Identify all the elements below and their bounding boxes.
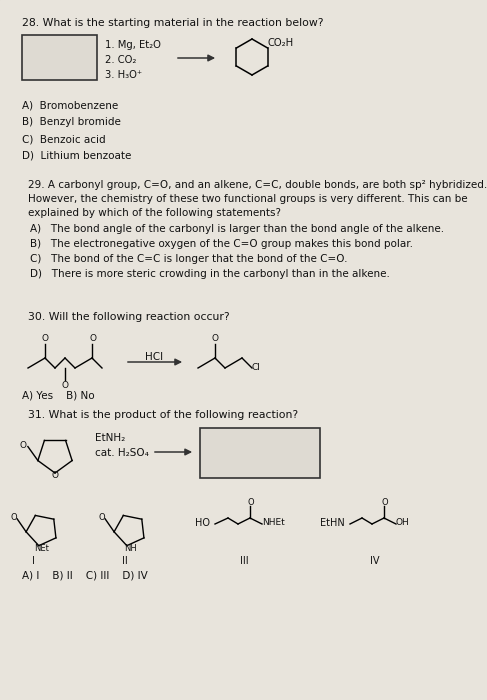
Text: O: O <box>247 498 254 507</box>
Bar <box>200 428 320 478</box>
Text: HCl: HCl <box>145 352 163 362</box>
Text: D)   There is more steric crowding in the carbonyl than in the alkene.: D) There is more steric crowding in the … <box>30 269 390 279</box>
Text: 2. CO₂: 2. CO₂ <box>105 55 136 65</box>
Text: HO: HO <box>195 518 210 528</box>
Text: EtHN: EtHN <box>320 518 345 528</box>
Text: D)  Lithium benzoate: D) Lithium benzoate <box>22 151 131 161</box>
Text: O: O <box>89 334 96 343</box>
Text: IV: IV <box>370 556 379 566</box>
Text: O: O <box>51 471 58 480</box>
Text: A) I    B) II    C) III    D) IV: A) I B) II C) III D) IV <box>22 570 148 580</box>
Text: O: O <box>98 513 105 522</box>
Text: A)   The bond angle of the carbonyl is larger than the bond angle of the alkene.: A) The bond angle of the carbonyl is lar… <box>30 224 444 234</box>
Text: II: II <box>122 556 128 566</box>
Text: O: O <box>20 440 27 449</box>
Text: EtNH₂: EtNH₂ <box>95 433 125 443</box>
Text: O: O <box>381 498 388 507</box>
Text: O: O <box>62 381 69 390</box>
Text: NHEt: NHEt <box>262 518 285 527</box>
Text: I: I <box>32 556 35 566</box>
Text: 29. A carbonyl group, C=O, and an alkene, C=C, double bonds, are both sp² hybrid: 29. A carbonyl group, C=O, and an alkene… <box>28 180 487 190</box>
Text: 3. H₃O⁺: 3. H₃O⁺ <box>105 70 142 80</box>
Text: 31. What is the product of the following reaction?: 31. What is the product of the following… <box>28 410 298 420</box>
Text: B)  Benzyl bromide: B) Benzyl bromide <box>22 117 121 127</box>
Text: cat. H₂SO₄: cat. H₂SO₄ <box>95 448 149 458</box>
Text: III: III <box>240 556 249 566</box>
Text: NEt: NEt <box>34 544 49 553</box>
Text: A)  Bromobenzene: A) Bromobenzene <box>22 100 118 110</box>
Text: C)   The bond of the C=C is longer that the bond of the C=O.: C) The bond of the C=C is longer that th… <box>30 254 348 264</box>
Text: 28. What is the starting material in the reaction below?: 28. What is the starting material in the… <box>22 18 323 28</box>
Text: However, the chemistry of these two functional groups is very different. This ca: However, the chemistry of these two func… <box>28 194 468 204</box>
Text: NH: NH <box>124 544 137 553</box>
Bar <box>22 35 97 80</box>
Text: Cl: Cl <box>252 363 261 372</box>
Text: CO₂H: CO₂H <box>268 38 294 48</box>
Text: explained by which of the following statements?: explained by which of the following stat… <box>28 208 281 218</box>
Text: O: O <box>212 334 219 343</box>
Text: 1. Mg, Et₂O: 1. Mg, Et₂O <box>105 40 161 50</box>
Text: 30. Will the following reaction occur?: 30. Will the following reaction occur? <box>28 312 230 322</box>
Text: A) Yes    B) No: A) Yes B) No <box>22 390 94 400</box>
Text: O: O <box>42 334 49 343</box>
Text: O: O <box>10 513 17 522</box>
Text: OH: OH <box>396 518 410 527</box>
Text: B)   The electronegative oxygen of the C=O group makes this bond polar.: B) The electronegative oxygen of the C=O… <box>30 239 413 249</box>
Text: C)  Benzoic acid: C) Benzoic acid <box>22 134 106 144</box>
